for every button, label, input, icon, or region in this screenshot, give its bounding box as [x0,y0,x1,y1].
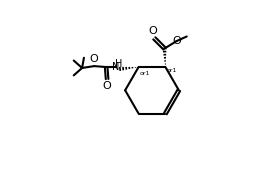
Text: or1: or1 [166,68,177,73]
Text: O: O [172,36,181,46]
Text: N: N [112,62,119,72]
Text: or1: or1 [139,71,150,76]
Text: O: O [148,27,157,36]
Text: O: O [103,81,112,91]
Text: O: O [90,54,99,64]
Text: H: H [115,59,123,69]
